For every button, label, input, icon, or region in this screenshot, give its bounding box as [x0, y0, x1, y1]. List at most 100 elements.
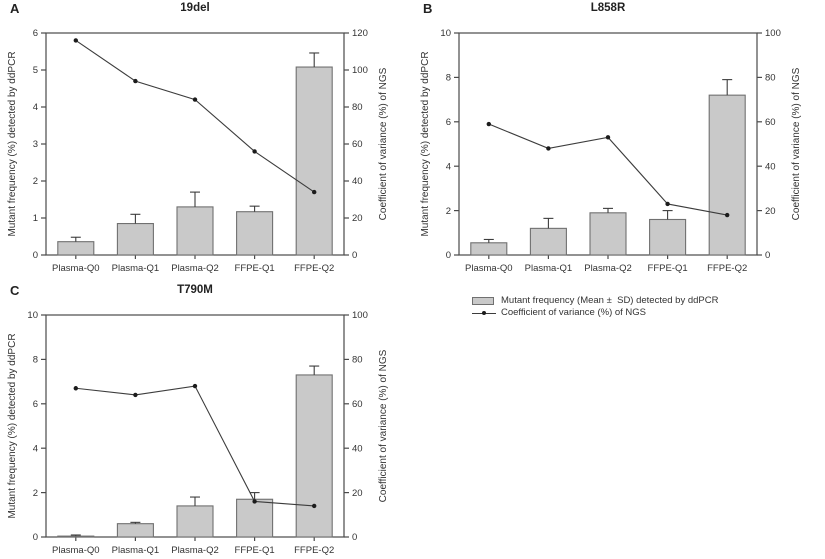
cv-marker-plasma-q2	[605, 135, 611, 140]
left-tick-label: 0	[33, 532, 38, 543]
panel-title-l858r: L858R	[590, 2, 626, 14]
cv-marker-ffpe-q1	[665, 201, 670, 207]
x-tick-label: Plasma-Q2	[171, 263, 219, 274]
left-tick-label: 1	[33, 213, 38, 224]
x-tick-label: FFPE-Q2	[707, 263, 747, 274]
cv-marker-ffpe-q1	[252, 149, 257, 154]
line-marker-swatch-icon	[472, 310, 496, 315]
cv-line	[75, 385, 315, 507]
left-tick-label: 4	[446, 161, 451, 172]
legend-row-line: Coefficient of variance (%) of NGS	[472, 307, 718, 319]
bar-plasma-q1	[116, 523, 154, 538]
y2-axis-label: Coefficient of variance (%) of NGS	[378, 349, 389, 502]
left-tick-label: 10	[27, 310, 38, 321]
bar-plasma-q2	[176, 505, 214, 538]
cv-marker-plasma-q1	[546, 146, 551, 151]
left-tick-label: 8	[446, 73, 451, 84]
legend: Mutant frequency (Mean ± SD) detected by…	[472, 295, 718, 319]
right-tick-label: 0	[765, 250, 770, 261]
x-tick-label: Plasma-Q1	[112, 545, 160, 556]
x-tick-label: FFPE-Q1	[235, 545, 275, 556]
y2-axis-label: Coefficient of variance (%) of NGS	[378, 67, 389, 220]
bar-ffpe-q1	[236, 211, 274, 256]
panel-t790m: C T790M 0 2 4 6 8 10 0 20 40 60 80 100 Plasma-Q0 Plas…	[0, 282, 412, 559]
bar-ffpe-q1	[236, 498, 274, 538]
right-tick-label: 80	[352, 102, 363, 113]
left-tick-label: 6	[33, 28, 38, 39]
right-tick-label: 100	[352, 310, 368, 321]
y-axis-label: Mutant frequency (%) detected by ddPCR	[7, 51, 18, 236]
panel-title-t790m: T790M	[177, 284, 213, 296]
cv-marker-ffpe-q2	[312, 503, 317, 509]
x-tick-label: Plasma-Q1	[112, 263, 160, 274]
left-tick-label: 2	[33, 176, 38, 187]
left-tick-label: 10	[440, 28, 451, 39]
right-tick-label: 40	[352, 443, 363, 454]
cv-marker-plasma-q0	[486, 121, 491, 127]
panel-letter-c: C	[10, 283, 20, 298]
x-tick-label: FFPE-Q1	[648, 263, 688, 274]
x-tick-label: FFPE-Q2	[294, 545, 334, 556]
right-tick-label: 40	[352, 176, 363, 187]
right-tick-label: 0	[352, 532, 357, 543]
left-tick-label: 4	[33, 443, 38, 454]
right-tick-label: 80	[352, 355, 363, 366]
right-tick-label: 60	[352, 139, 363, 150]
right-tick-label: 60	[352, 399, 363, 410]
cv-marker-plasma-q1	[133, 78, 138, 84]
cv-line	[75, 39, 315, 193]
left-tick-label: 0	[446, 250, 451, 261]
panel-title-19del: 19del	[180, 2, 210, 14]
y-axis-label: Mutant frequency (%) detected by ddPCR	[420, 51, 431, 236]
left-tick-label: 2	[446, 206, 451, 217]
bar-ffpe-q2	[295, 66, 333, 256]
x-tick-label: Plasma-Q0	[52, 545, 100, 556]
bar-plasma-q2	[176, 206, 214, 256]
left-tick-label: 5	[33, 65, 38, 76]
bar-ffpe-q1	[649, 218, 687, 256]
bar-swatch-icon	[472, 297, 494, 305]
left-tick-label: 2	[33, 488, 38, 499]
right-tick-label: 100	[765, 28, 781, 39]
cv-marker-plasma-q0	[73, 386, 79, 391]
bar-ffpe-q2	[708, 94, 746, 256]
left-tick-label: 6	[446, 117, 451, 128]
x-tick-label: Plasma-Q2	[584, 263, 632, 274]
bar-plasma-q0	[57, 241, 95, 256]
cv-marker-plasma-q0	[73, 38, 79, 43]
cv-marker-ffpe-q2	[725, 212, 730, 218]
bar-plasma-q1	[529, 227, 567, 256]
panel-l858r: B L858R 0 2 4 6 8 10 0 20 40 60 80 100 Plasma-Q0 Plas…	[413, 0, 825, 280]
y2-axis-label: Coefficient of variance (%) of NGS	[791, 67, 802, 220]
right-tick-label: 100	[352, 65, 368, 76]
panel-letter-b: B	[423, 1, 433, 16]
right-tick-label: 20	[352, 488, 363, 499]
x-tick-label: FFPE-Q1	[235, 263, 275, 274]
cv-marker-plasma-q1	[133, 392, 138, 398]
cv-marker-plasma-q2	[192, 97, 198, 102]
x-tick-label: Plasma-Q1	[525, 263, 573, 274]
left-tick-label: 0	[33, 250, 38, 261]
legend-bar-label: Mutant frequency (Mean ± SD) detected by…	[501, 295, 719, 306]
panel-letter-a: A	[10, 1, 20, 16]
cv-marker-ffpe-q1	[252, 499, 257, 504]
x-tick-label: Plasma-Q2	[171, 545, 219, 556]
left-tick-label: 4	[33, 102, 38, 113]
left-tick-label: 6	[33, 399, 38, 410]
right-tick-label: 0	[352, 250, 357, 261]
panel-19del: A 19del 0 1 2 3 4 5 6 0 20 40 60 80 100 120 Plasma-Q0 P…	[0, 0, 412, 280]
x-tick-label: Plasma-Q0	[465, 263, 513, 274]
right-tick-label: 20	[352, 213, 363, 224]
legend-line-label: Coefficient of variance (%) of NGS	[501, 307, 647, 318]
bar-ffpe-q2	[295, 374, 333, 538]
cv-marker-ffpe-q2	[312, 189, 317, 195]
bar-plasma-q0	[470, 242, 508, 256]
right-tick-label: 120	[352, 28, 368, 39]
bar-plasma-q0	[57, 535, 95, 538]
x-tick-label: FFPE-Q2	[294, 263, 334, 274]
bar-plasma-q1	[116, 223, 154, 256]
